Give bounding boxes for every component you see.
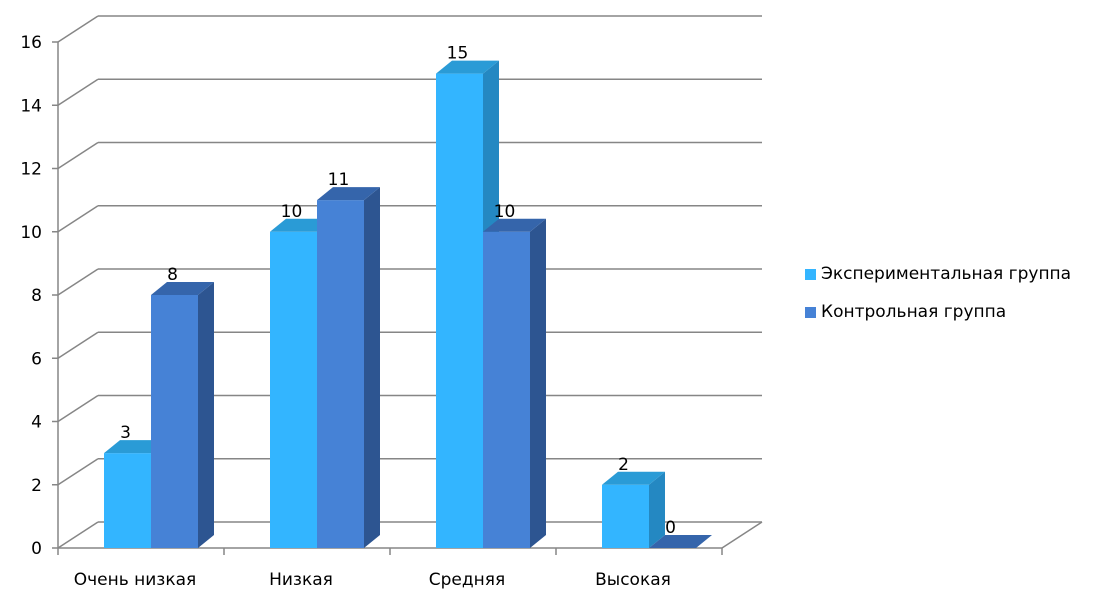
legend-swatch-control [805, 306, 816, 318]
legend-swatch-experimental [805, 268, 816, 280]
y-tick-label: 12 [20, 160, 42, 180]
x-category-label: Высокая [595, 570, 671, 589]
bars [104, 60, 712, 548]
bar [483, 231, 530, 548]
x-category-label: Средняя [429, 570, 505, 589]
bar-top [436, 60, 499, 74]
bar [104, 453, 151, 548]
data-label: 11 [328, 170, 350, 190]
y-tick-label: 8 [31, 286, 42, 306]
legend-label-control: Контрольная группа [821, 302, 1007, 322]
bar-top [649, 535, 712, 548]
data-label: 2 [618, 455, 629, 475]
x-category-label: Очень низкая [74, 570, 197, 589]
y-tick-label: 6 [31, 349, 42, 369]
bar-side [530, 218, 546, 548]
bar-top [602, 471, 665, 485]
legend-item-experimental: Экспериментальная группа [805, 262, 1071, 286]
y-tick-label: 14 [20, 96, 42, 116]
data-label: 10 [281, 202, 303, 222]
bar-side [198, 282, 214, 548]
legend-label-experimental: Экспериментальная группа [821, 264, 1072, 284]
data-label: 0 [665, 518, 676, 538]
bar-top [317, 187, 380, 201]
bar-side [364, 187, 380, 548]
y-tick-label: 0 [31, 539, 42, 559]
data-label: 15 [447, 44, 469, 64]
gridline-side [57, 205, 99, 233]
y-axis-ticks: 0 2 4 6 8 10 12 14 16 [20, 33, 42, 559]
gridline-side [57, 141, 99, 170]
gridline-side [57, 458, 99, 486]
legend: Экспериментальная группа Контрольная гру… [805, 262, 1071, 338]
legend-item-control: Контрольная группа [805, 300, 1071, 324]
gridline-side [57, 78, 99, 106]
x-axis-categories: Очень низкая Низкая Средняя Высокая [74, 570, 671, 589]
data-labels: 3 8 10 11 15 10 2 0 [120, 44, 676, 538]
data-label: 3 [120, 423, 131, 443]
y-tick-label: 16 [20, 33, 42, 53]
gridline-side [57, 15, 99, 43]
gridline-side [57, 394, 99, 423]
bar [151, 295, 198, 548]
x-category-label: Низкая [269, 570, 333, 589]
bar-top [483, 218, 546, 232]
bar-side [649, 471, 665, 548]
gridline-side [57, 521, 99, 549]
y-tick-label: 2 [31, 476, 42, 496]
y-tick-label: 4 [31, 413, 42, 433]
y-tick-label: 10 [20, 223, 42, 243]
data-label: 8 [167, 265, 178, 285]
bar [436, 73, 483, 548]
bar [317, 200, 364, 548]
data-label: 10 [494, 202, 516, 222]
gridline-side [57, 268, 99, 296]
gridline-side [57, 331, 99, 359]
bar-top [151, 282, 214, 295]
bar [270, 231, 317, 548]
bar [602, 484, 649, 548]
